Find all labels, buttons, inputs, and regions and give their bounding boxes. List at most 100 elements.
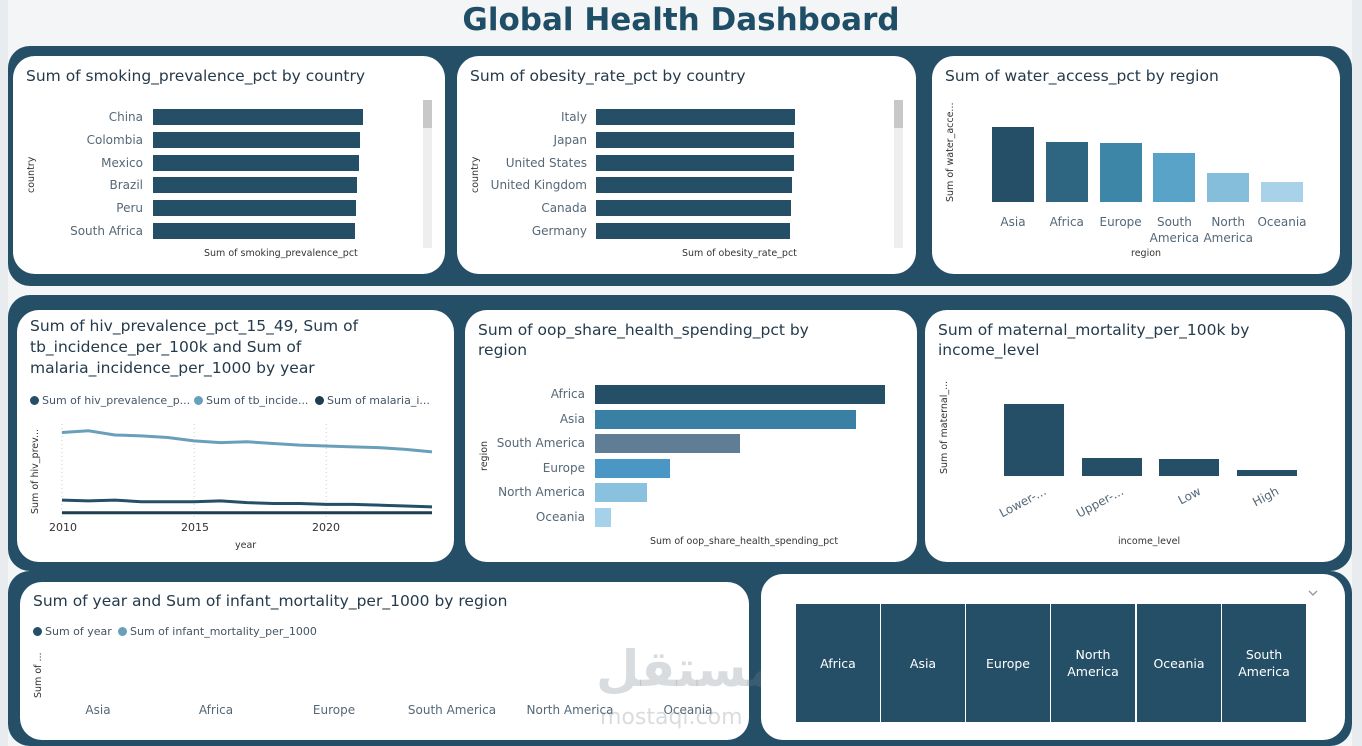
disease-legend-tb-dot (194, 396, 203, 405)
smoking-bar-brazil[interactable] (153, 177, 357, 194)
maternal-y-axis-label: Sum of maternal_... (939, 380, 950, 474)
obesity-bar-japan[interactable] (596, 131, 794, 148)
obesity-bar-united-kingdom[interactable] (596, 177, 792, 194)
infant-cat-label: Africa (198, 703, 234, 717)
smoking-bar-china[interactable] (153, 109, 363, 125)
water-bar-north-america[interactable] (1207, 172, 1250, 202)
infant-legend-year[interactable]: Sum of year (33, 625, 112, 638)
slicer-tile-south-america[interactable]: South America (1222, 604, 1306, 722)
smoking-bar-peru[interactable] (153, 200, 356, 217)
chevron-down-icon[interactable] (1306, 585, 1320, 599)
water-bar-africa[interactable] (1045, 142, 1088, 202)
disease-series-sum-of-tb-incidence-per-100k[interactable] (61, 429, 433, 454)
infant-chart-title: Sum of year and Sum of infant_mortality_… (33, 592, 508, 610)
disease-x-axis-label: year (235, 540, 257, 551)
infant-cat-label: Oceania (663, 703, 713, 717)
oop-bar-south-america[interactable] (595, 434, 740, 454)
oop-cat-label: Africa (550, 387, 585, 401)
obesity-bar-italy[interactable] (596, 109, 795, 125)
obesity-x-axis-label: Sum of obesity_rate_pct (682, 248, 797, 259)
smoking-cat-label: Colombia (86, 132, 143, 147)
smoking-cat-label: South Africa (70, 224, 143, 238)
obesity-cat-label: Canada (541, 201, 587, 216)
obesity-bar-canada[interactable] (596, 200, 792, 217)
disease-legend-malaria-label: Sum of malaria_i... (327, 394, 430, 407)
watermark-latin: mostaql.com (600, 705, 743, 730)
obesity-bar-germany[interactable] (596, 223, 791, 239)
slicer-tile-oceania[interactable]: Oceania (1137, 604, 1221, 722)
smoking-bar-south-africa[interactable] (153, 223, 356, 239)
infant-cat-label: South America (407, 703, 497, 717)
disease-legend-malaria[interactable]: Sum of malaria_i... (315, 394, 430, 407)
watermark-arabic: مستقل (596, 640, 779, 698)
dashboard-title: Global Health Dashboard (462, 2, 900, 38)
obesity-bar-united-states[interactable] (596, 154, 794, 171)
smoking-cat-label: Brazil (109, 178, 144, 193)
maternal-bar-lower[interactable] (1004, 404, 1064, 476)
obesity-cat-label: United States (505, 155, 587, 170)
infant-legend-year-dot (33, 627, 42, 636)
infant-y-axis-label: Sum of ... (33, 652, 44, 698)
disease-chart-card[interactable] (17, 310, 454, 562)
disease-series-sum-of-hiv-prevalence-pct-15-49[interactable] (61, 498, 433, 509)
disease-x-tick-2020: 2020 (312, 521, 340, 534)
water-x-axis-label: region (1131, 248, 1162, 259)
water-cat-label: America (1203, 231, 1253, 245)
oop-bar-oceania[interactable] (595, 508, 611, 527)
smoking-scroll-thumb[interactable] (423, 100, 432, 128)
maternal-x-axis-label: income_level (1118, 536, 1181, 547)
oop-cat-label: Europe (542, 460, 585, 475)
oop-bar-north-america[interactable] (595, 483, 648, 503)
maternal-chart-title-line-2: income_level (938, 341, 1040, 359)
disease-legend-hiv-label: Sum of hiv_prevalence_p... (42, 394, 191, 407)
infant-cat-label: North America (526, 703, 614, 717)
slicer-tile-europe[interactable]: Europe (966, 604, 1050, 722)
water-cat-label: North (1211, 215, 1245, 229)
maternal-bar-high[interactable] (1236, 470, 1297, 476)
smoking-bar-colombia[interactable] (153, 131, 360, 148)
maternal-chart-title-line-1: Sum of maternal_mortality_per_100k by (938, 321, 1250, 339)
obesity-cat-label: Japan (553, 132, 587, 147)
obesity-scroll-thumb[interactable] (894, 100, 903, 128)
disease-x-tick-2010: 2010 (49, 521, 77, 534)
oop-cat-label: Oceania (535, 510, 585, 524)
disease-legend-hiv[interactable]: Sum of hiv_prevalence_p... (30, 394, 190, 407)
smoking-scrollbar[interactable] (423, 100, 432, 248)
obesity-cat-label: United Kingdom (490, 178, 587, 193)
slicer-tile-asia[interactable]: Asia (881, 604, 965, 722)
slicer-tile-africa[interactable]: Africa (796, 604, 880, 722)
obesity-scrollbar[interactable] (894, 100, 903, 248)
oop-bar-africa[interactable] (595, 385, 885, 404)
infant-chart-card[interactable] (20, 582, 749, 740)
oop-cat-label: Asia (559, 411, 585, 426)
maternal-bar-low[interactable] (1159, 459, 1219, 476)
oop-cat-label: North America (498, 485, 585, 500)
infant-legend-mortality[interactable]: Sum of infant_mortality_per_1000 (118, 625, 317, 638)
maternal-chart-card[interactable] (925, 310, 1345, 562)
oop-bar-europe[interactable] (595, 458, 671, 478)
smoking-cat-label: Peru (116, 201, 143, 216)
water-cat-label: Africa (1049, 215, 1084, 229)
infant-legend-year-label: Sum of year (45, 625, 112, 638)
water-bar-oceania[interactable] (1261, 181, 1303, 202)
disease-legend-hiv-dot (30, 396, 39, 405)
water-bar-europe[interactable] (1099, 142, 1142, 202)
infant-cat-label: Europe (312, 703, 356, 717)
disease-legend-tb[interactable]: Sum of tb_incide... (194, 394, 308, 407)
disease-legend-tb-label: Sum of tb_incide... (206, 394, 309, 407)
disease-x-tick-2015: 2015 (181, 521, 209, 534)
maternal-bar-upper[interactable] (1081, 458, 1142, 476)
oop-x-axis-label: Sum of oop_share_health_spending_pct (650, 536, 839, 547)
water-cat-label: America (1149, 231, 1200, 245)
oop-y-axis-label: region (479, 440, 490, 471)
water-bar-asia[interactable] (992, 127, 1034, 202)
water-bar-south-america[interactable] (1153, 153, 1196, 202)
oop-chart-title-line-2: region (478, 341, 528, 359)
slicer-tile-north-america[interactable]: North America (1051, 604, 1135, 722)
smoking-x-axis-label: Sum of smoking_prevalence_pct (204, 248, 358, 259)
disease-legend-malaria-dot (315, 396, 324, 405)
infant-legend-mortality-dot (118, 627, 127, 636)
disease-chart-title-line-1: Sum of hiv_prevalence_pct_15_49, Sum of (30, 317, 359, 335)
smoking-bar-mexico[interactable] (153, 154, 360, 171)
oop-bar-asia[interactable] (595, 409, 856, 429)
